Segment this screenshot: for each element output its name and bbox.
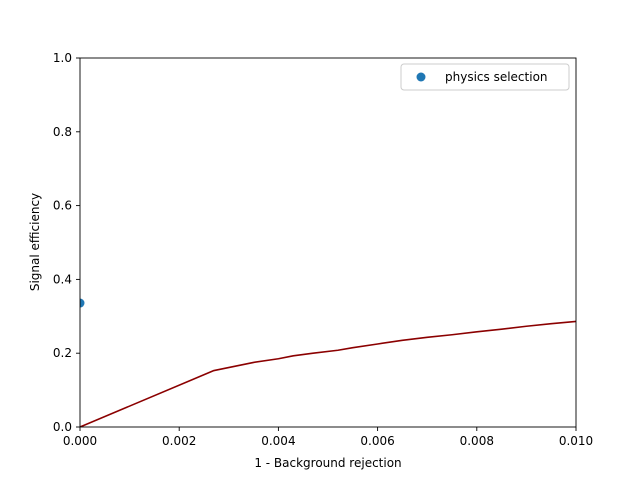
selection-point [80,298,85,308]
plot-area [80,298,576,427]
y-tick-label: 0.0 [53,420,72,434]
legend: physics selection [400,63,570,91]
x-tick-label: 0.002 [162,434,196,448]
legend-label: physics selection [445,70,548,84]
y-tick-label: 0.6 [53,199,72,213]
x-tick-label: 0.000 [63,434,97,448]
data-group [80,298,576,427]
y-tick-label: 0.4 [53,272,72,286]
axes-frame [79,57,577,428]
roc-curve-line [80,320,576,427]
x-tick-label: 0.008 [460,434,494,448]
legend-marker [416,72,426,82]
y-tick-label: 0.8 [53,125,72,139]
x-tick-label: 0.004 [261,434,295,448]
legend-box [400,63,570,91]
y-axis-label: Signal efficiency [28,193,42,291]
x-axis-label: 1 - Background rejection [254,456,401,470]
axes: 0.000 0.002 0.004 0.006 0.008 0.010 0.0 0.2 0.4 0… [53,51,593,448]
y-tick-label: 1.0 [53,51,72,65]
x-tick-label: 0.010 [559,434,593,448]
x-tick-label: 0.006 [360,434,394,448]
y-tick-label: 0.2 [53,346,72,360]
